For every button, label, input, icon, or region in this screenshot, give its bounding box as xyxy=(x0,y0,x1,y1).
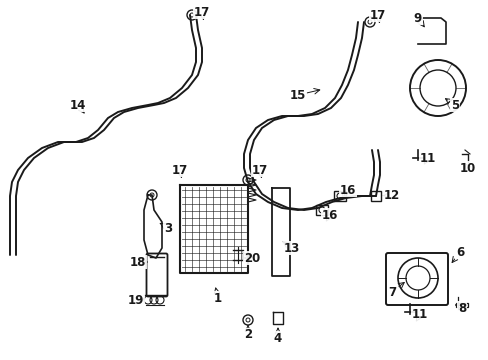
Text: 5: 5 xyxy=(450,99,458,112)
Text: 16: 16 xyxy=(339,184,355,197)
Bar xyxy=(370,191,380,201)
Text: 10: 10 xyxy=(459,162,475,175)
Text: 18: 18 xyxy=(129,256,146,269)
Text: 8: 8 xyxy=(457,302,465,315)
Text: 4: 4 xyxy=(273,332,282,345)
Text: 17: 17 xyxy=(171,163,188,176)
Text: 13: 13 xyxy=(284,242,300,255)
Bar xyxy=(315,205,327,215)
Text: 16: 16 xyxy=(321,208,338,221)
Text: 17: 17 xyxy=(369,9,386,22)
Text: 19: 19 xyxy=(127,293,144,306)
Text: 9: 9 xyxy=(413,12,421,24)
Text: 3: 3 xyxy=(163,221,172,234)
Text: 14: 14 xyxy=(70,99,86,112)
Text: 11: 11 xyxy=(419,152,435,165)
Text: 7: 7 xyxy=(387,285,395,298)
Text: 20: 20 xyxy=(244,252,260,265)
Text: 12: 12 xyxy=(383,189,399,202)
Text: 15: 15 xyxy=(289,89,305,102)
Text: 11: 11 xyxy=(411,309,427,321)
Bar xyxy=(455,303,467,307)
Text: 2: 2 xyxy=(244,328,251,342)
Text: 17: 17 xyxy=(251,163,267,176)
Text: 1: 1 xyxy=(214,292,222,305)
Text: 6: 6 xyxy=(455,246,463,258)
Text: 17: 17 xyxy=(193,5,210,18)
Bar xyxy=(333,191,346,201)
